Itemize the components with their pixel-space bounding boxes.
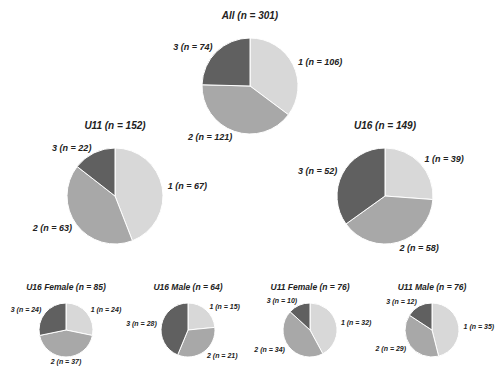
slice-label: 1 (n = 67) <box>168 181 207 191</box>
chart-title: All (n = 301) <box>221 10 279 21</box>
slice-label: 1 (n = 32) <box>341 319 372 327</box>
slice-label: 3 (n = 10) <box>267 297 298 305</box>
slice-label: 3 (n = 22) <box>52 143 91 153</box>
slice-label: 1 (n = 39) <box>424 154 463 164</box>
pie-slice <box>409 303 432 330</box>
chart-title: U16 Female (n = 85) <box>26 282 106 292</box>
slice-label: 3 (n = 24) <box>11 306 42 314</box>
pie-slice <box>77 148 115 196</box>
slice-label: 2 (n = 34) <box>253 346 285 354</box>
slice-label: 1 (n = 35) <box>464 323 495 331</box>
slice-label: 3 (n = 28) <box>126 320 157 328</box>
slice-label: 1 (n = 106) <box>298 57 342 67</box>
slice-label: 1 (n = 15) <box>209 303 240 311</box>
slice-label: 3 (n = 74) <box>173 42 212 52</box>
pie-slice <box>202 85 288 134</box>
pie-chart: 1 (n = 35) 2 (n = 29) 3 (n = 12) U11 Male (… <box>375 282 495 357</box>
pie-chart: 1 (n = 106) 2 (n = 121) 3 (n = 74) All (n =… <box>173 10 342 142</box>
pie-chart: 1 (n = 15) 2 (n = 21) 3 (n = 28) U16 Male (… <box>126 282 240 360</box>
pie-chart: 1 (n = 32) 2 (n = 34) 3 (n = 10) U11 Female… <box>253 282 372 357</box>
slice-label: 2 (n = 21) <box>206 352 238 360</box>
chart-title: U16 (n = 149) <box>354 120 417 131</box>
pie-chart: 1 (n = 24) 2 (n = 37) 3 (n = 24) U16 Female… <box>11 282 122 366</box>
chart-container: 1 (n = 106) 2 (n = 121) 3 (n = 74) All (n =… <box>0 0 500 378</box>
pie-slice <box>161 303 188 355</box>
figure: 1 (n = 106) 2 (n = 121) 3 (n = 74) All (n =… <box>0 0 500 378</box>
chart-title: U11 Female (n = 76) <box>271 282 350 292</box>
slice-label: 3 (n = 52) <box>298 166 337 176</box>
slice-label: 2 (n = 63) <box>32 223 72 233</box>
pie-slice <box>337 148 385 224</box>
slice-label: 3 (n = 12) <box>386 298 417 306</box>
chart-title: U11 Male (n = 76) <box>398 282 467 292</box>
slice-label: 2 (n = 121) <box>187 132 232 142</box>
pie-slice <box>290 303 310 330</box>
chart-title: U11 (n = 152) <box>84 120 146 131</box>
chart-title: U16 Male (n = 64) <box>153 282 222 292</box>
pie-slice <box>39 303 66 335</box>
slice-label: 2 (n = 58) <box>399 243 439 253</box>
pie-chart: 1 (n = 39) 2 (n = 58) 3 (n = 52) U16 (n = 1… <box>298 120 464 253</box>
slice-label: 2 (n = 29) <box>375 345 407 353</box>
slice-label: 1 (n = 24) <box>91 306 122 314</box>
slice-label: 2 (n = 37) <box>50 358 82 366</box>
pie-chart: 1 (n = 67) 2 (n = 63) 3 (n = 22) U11 (n = 1… <box>32 120 207 244</box>
